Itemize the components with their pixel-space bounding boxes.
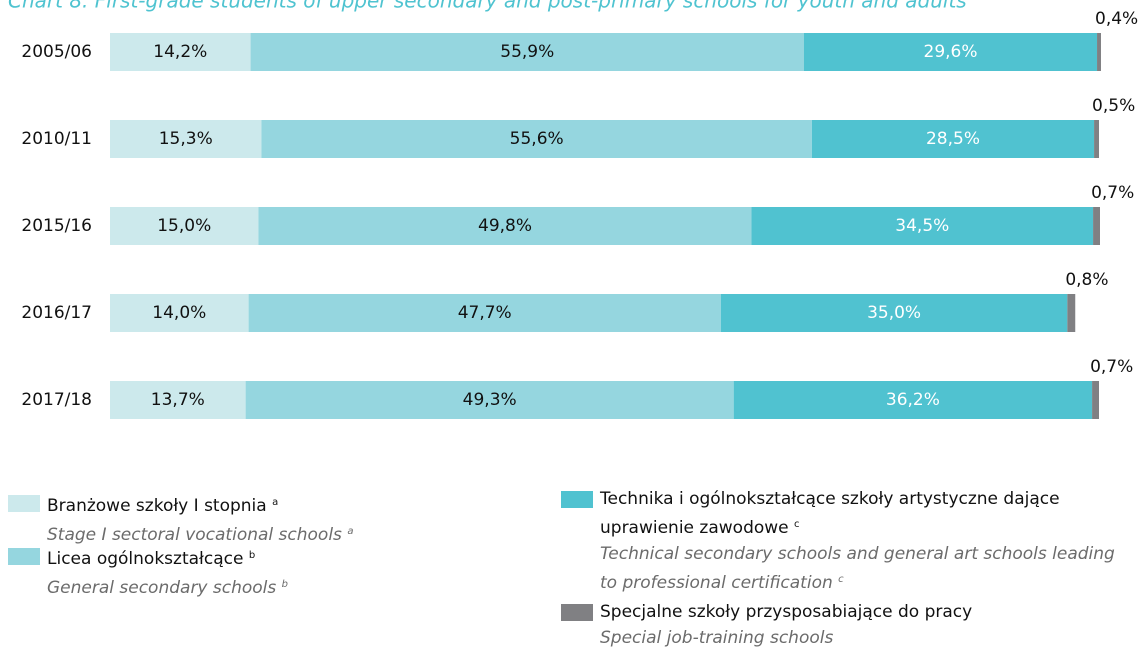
legend-swatch bbox=[8, 495, 40, 512]
legend-label: Technika i ogólnokształcące szkoły artys… bbox=[600, 489, 1060, 538]
legend-name-en: Stage I sectoral vocational schools a bbox=[47, 519, 567, 548]
data-label: 55,6% bbox=[510, 129, 564, 149]
data-label: 49,8% bbox=[478, 216, 532, 236]
data-label: 0,7% bbox=[1091, 183, 1134, 203]
legend-item: Specjalne szkoły przysposabiające do pra… bbox=[561, 599, 1120, 651]
legend-item: Licea ogólnokształcące b General secondar… bbox=[8, 543, 567, 601]
bar-segment bbox=[250, 33, 804, 71]
legend-name-en: Special job-training schools bbox=[600, 625, 1120, 651]
chart-title: Chart 8. First-grade students of upper s… bbox=[8, 0, 967, 13]
legend-name: Licea ogólnokształcące b bbox=[47, 543, 567, 572]
bar-segment bbox=[110, 381, 246, 419]
legend-name: Technika i ogólnokształcące szkoły artys… bbox=[600, 486, 1060, 541]
y-tick-label: 2015/16 bbox=[21, 216, 92, 236]
bar-segment bbox=[258, 207, 752, 245]
data-label: 29,6% bbox=[924, 42, 978, 62]
legend-label-en: General secondary schools bbox=[47, 578, 277, 598]
bar-segment bbox=[733, 381, 1093, 419]
y-tick-label: 2016/17 bbox=[21, 303, 92, 323]
legend-swatch bbox=[561, 491, 593, 508]
data-label: 28,5% bbox=[926, 129, 980, 149]
data-label: 14,0% bbox=[152, 303, 206, 323]
chart: Chart 8. First-grade students of upper s… bbox=[8, 0, 1138, 419]
data-label: 0,7% bbox=[1090, 357, 1133, 377]
data-label: 0,5% bbox=[1092, 96, 1135, 116]
data-label: 35,0% bbox=[867, 303, 921, 323]
legend-note: c bbox=[794, 519, 800, 530]
data-label: 49,3% bbox=[463, 390, 517, 410]
legend-label: Licea ogólnokształcące bbox=[47, 549, 244, 569]
y-tick-label: 2010/11 bbox=[21, 129, 92, 149]
bar-segment bbox=[110, 207, 259, 245]
legend-note: a bbox=[272, 497, 279, 508]
legend-name: Branżowe szkoły I stopnia a bbox=[47, 490, 567, 519]
data-label: 14,2% bbox=[153, 42, 207, 62]
bar-segment bbox=[751, 207, 1094, 245]
data-label: 15,3% bbox=[159, 129, 213, 149]
data-label: 36,2% bbox=[886, 390, 940, 410]
data-label: 0,8% bbox=[1065, 270, 1108, 290]
legend-label-en: Technical secondary schools and general … bbox=[600, 544, 1115, 593]
legend-name: Specjalne szkoły przysposabiające do pra… bbox=[600, 599, 1120, 625]
legend-note: b bbox=[281, 579, 289, 590]
data-label: 13,7% bbox=[151, 390, 205, 410]
y-tick-label: 2005/06 bbox=[21, 42, 92, 62]
data-label: 55,9% bbox=[500, 42, 554, 62]
bar-segment bbox=[110, 294, 249, 332]
legend-label-en: Stage I sectoral vocational schools bbox=[47, 525, 342, 545]
data-label: 47,7% bbox=[458, 303, 512, 323]
bar-segment bbox=[1092, 381, 1100, 419]
legend-note: a bbox=[347, 526, 354, 537]
legend-name-en: Technical secondary schools and general … bbox=[600, 541, 1120, 596]
data-label: 15,0% bbox=[157, 216, 211, 236]
bar-segment bbox=[720, 294, 1068, 332]
bar-segment bbox=[1067, 294, 1076, 332]
legend-note: c bbox=[838, 574, 844, 585]
bar-segment bbox=[110, 120, 262, 158]
legend-swatch bbox=[8, 548, 40, 565]
bar-segment bbox=[261, 120, 812, 158]
legend-item: Technika i ogólnokształcące szkoły artys… bbox=[561, 486, 1120, 596]
legend-label-en: Special job-training schools bbox=[600, 628, 834, 648]
bar-segment bbox=[248, 294, 721, 332]
bar-segment bbox=[110, 33, 251, 71]
legend-note: b bbox=[248, 550, 256, 561]
legend-label: Specjalne szkoły przysposabiające do pra… bbox=[600, 602, 973, 622]
bar-segment bbox=[811, 120, 1095, 158]
legend-item: Branżowe szkoły I stopnia a Stage I secto… bbox=[8, 490, 567, 548]
legend-name-en: General secondary schools b bbox=[47, 572, 567, 601]
bar-segment bbox=[1093, 207, 1100, 245]
bar-segment bbox=[803, 33, 1098, 71]
y-tick-label: 2017/18 bbox=[21, 390, 92, 410]
data-label: 0,4% bbox=[1095, 9, 1138, 29]
data-label: 34,5% bbox=[895, 216, 949, 236]
bar-segment bbox=[1094, 120, 1100, 158]
legend-swatch bbox=[561, 604, 593, 621]
legend-label: Branżowe szkoły I stopnia bbox=[47, 496, 267, 516]
bar-segment bbox=[1097, 33, 1101, 71]
bar-segment bbox=[245, 381, 734, 419]
